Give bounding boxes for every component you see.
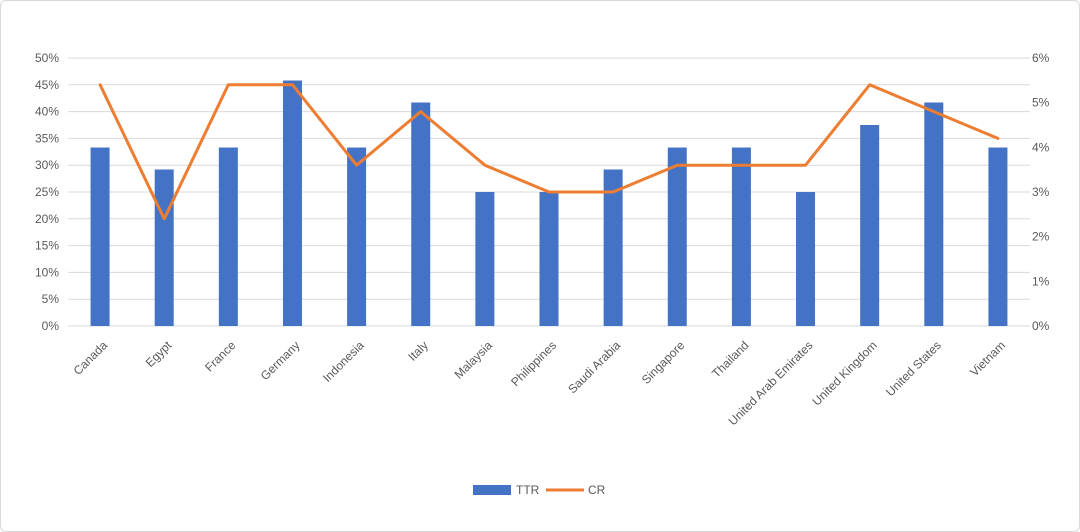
y-tick-label: 10% bbox=[35, 265, 59, 279]
y-tick-label: 50% bbox=[35, 51, 59, 65]
x-tick-label: Canada bbox=[71, 338, 111, 378]
cr-line-series bbox=[98, 83, 1000, 221]
x-tick-label: United Kingdom bbox=[810, 338, 880, 408]
right-axis-ticks: 0% 1% 2% 3% 4% 5% 6% bbox=[1032, 51, 1050, 333]
x-tick-label: Germany bbox=[258, 338, 303, 383]
x-tick-label: Saudi Arabia bbox=[565, 338, 623, 396]
y2-tick-label: 5% bbox=[1032, 96, 1050, 110]
cr-line bbox=[98, 83, 1000, 221]
left-axis-ticks: 0% 5% 10% 15% 20% 25% 30% 35% 40% 45% 50% bbox=[35, 51, 59, 333]
y2-tick-label: 4% bbox=[1032, 140, 1050, 154]
bar-saudi-arabia bbox=[603, 169, 623, 326]
y2-tick-label: 6% bbox=[1032, 51, 1050, 65]
y-tick-label: 5% bbox=[42, 292, 60, 306]
x-tick-label: Thailand bbox=[709, 338, 751, 380]
legend-label-cr: CR bbox=[588, 483, 606, 497]
ttr-bars bbox=[90, 80, 1008, 327]
bar-united-states bbox=[924, 102, 944, 326]
y-tick-label: 35% bbox=[35, 131, 59, 145]
y2-tick-label: 2% bbox=[1032, 230, 1050, 244]
legend: TTR CR bbox=[473, 483, 606, 497]
x-tick-label: Vietnam bbox=[967, 338, 1008, 379]
y2-tick-label: 1% bbox=[1032, 274, 1050, 288]
bar-thailand bbox=[731, 147, 751, 326]
y-tick-label: 25% bbox=[35, 185, 59, 199]
x-tick-label: Indonesia bbox=[320, 338, 367, 385]
y2-tick-label: 0% bbox=[1032, 319, 1050, 333]
bar-egypt bbox=[154, 169, 174, 326]
bar-france bbox=[218, 147, 238, 326]
x-tick-label: Egypt bbox=[143, 338, 175, 370]
bar-malaysia bbox=[475, 192, 495, 326]
bar-germany bbox=[282, 80, 302, 327]
bar-vietnam bbox=[988, 147, 1008, 326]
bar-united-arab-emirates bbox=[796, 192, 816, 326]
y-tick-label: 45% bbox=[35, 78, 59, 92]
x-tick-label: Philippines bbox=[508, 338, 559, 389]
bar-canada bbox=[90, 147, 110, 326]
x-tick-label: Italy bbox=[405, 338, 430, 363]
bar-singapore bbox=[667, 147, 687, 326]
x-tick-label: Malaysia bbox=[452, 338, 496, 382]
y2-tick-label: 3% bbox=[1032, 185, 1050, 199]
y-tick-label: 30% bbox=[35, 158, 59, 172]
bar-united-kingdom bbox=[860, 125, 880, 326]
y-tick-label: 0% bbox=[42, 319, 60, 333]
y-tick-label: 15% bbox=[35, 239, 59, 253]
legend-label-ttr: TTR bbox=[516, 483, 540, 497]
category-axis-labels: Canada Egypt France Germany Indonesia Italy Ma… bbox=[71, 338, 1008, 429]
x-tick-label: United States bbox=[883, 338, 944, 399]
bar-italy bbox=[411, 102, 431, 326]
x-tick-label: Singapore bbox=[639, 338, 688, 387]
y-tick-label: 40% bbox=[35, 105, 59, 119]
bar-indonesia bbox=[347, 147, 367, 326]
y-tick-label: 20% bbox=[35, 212, 59, 226]
x-tick-label: France bbox=[202, 338, 239, 375]
bar-philippines bbox=[539, 192, 559, 326]
legend-swatch-ttr bbox=[473, 485, 511, 495]
